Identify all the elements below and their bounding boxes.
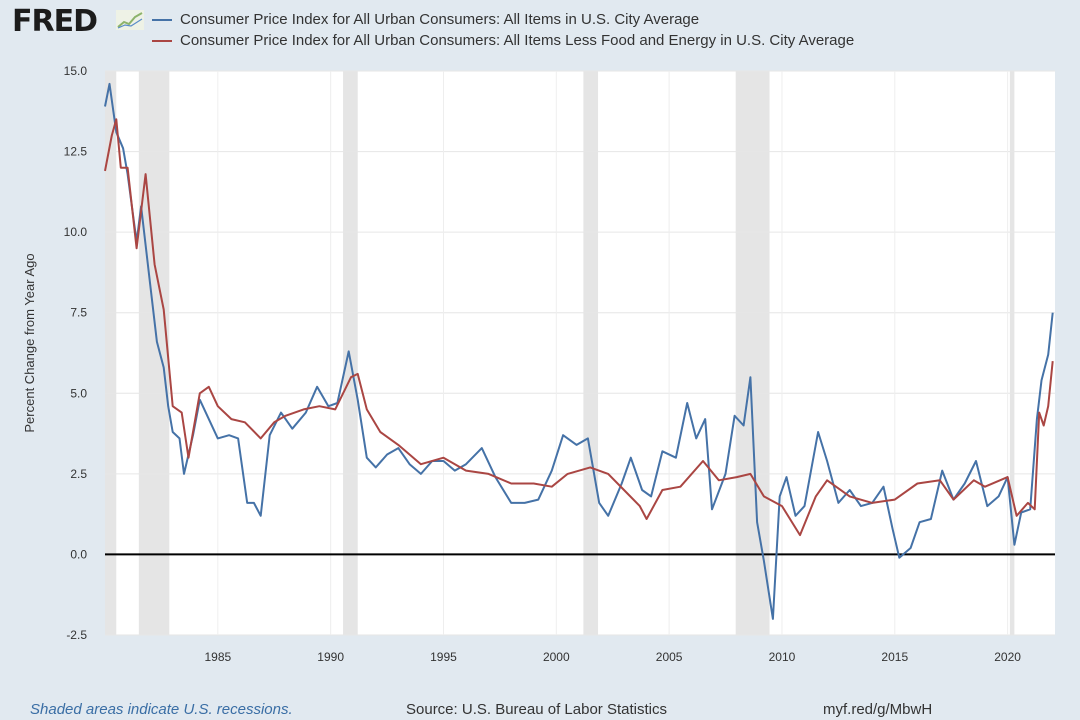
y-tick-label: 0.0 <box>70 547 87 561</box>
legend-item-core-cpi: Consumer Price Index for All Urban Consu… <box>152 32 854 49</box>
plot-area <box>105 71 1055 635</box>
fred-logo-chart-icon <box>116 10 144 30</box>
recession-band <box>343 71 358 635</box>
y-tick-label: 15.0 <box>64 64 88 78</box>
legend-swatch-red <box>152 39 172 42</box>
x-tick-label: 2000 <box>543 650 570 664</box>
chart: -2.5 0.0 2.5 5.0 7.5 10.0 12.5 15.0 1985 1990 1995… <box>22 64 1055 664</box>
x-tick-label: 2005 <box>656 650 683 664</box>
legend-label: Consumer Price Index for All Urban Consu… <box>180 32 855 49</box>
recession-note: Shaded areas indicate U.S. recessions. <box>30 701 293 718</box>
y-tick-label: 5.0 <box>70 386 87 400</box>
recession-band <box>735 71 770 635</box>
fred-logo: FRED <box>12 4 98 39</box>
x-tick-label: 2010 <box>769 650 796 664</box>
recession-band <box>138 71 170 635</box>
recession-band <box>1009 71 1015 635</box>
x-tick-label: 1995 <box>430 650 457 664</box>
source-text: Source: U.S. Bureau of Labor Statistics <box>406 701 667 718</box>
x-tick-label: 1985 <box>204 650 231 664</box>
y-tick-label: 10.0 <box>64 225 88 239</box>
short-link[interactable]: myf.red/g/MbwH <box>823 701 933 718</box>
legend-item-cpi: Consumer Price Index for All Urban Consu… <box>152 11 699 28</box>
y-tick-label: 12.5 <box>64 145 88 159</box>
y-tick-label: 2.5 <box>70 467 87 481</box>
y-axis-label: Percent Change from Year Ago <box>22 253 37 432</box>
legend-swatch-blue <box>152 18 172 21</box>
legend-label: Consumer Price Index for All Urban Consu… <box>180 11 700 28</box>
x-tick-label: 2015 <box>881 650 908 664</box>
recession-band <box>583 71 599 635</box>
y-tick-label: 7.5 <box>70 306 87 320</box>
series-line-0 <box>104 82 1054 620</box>
y-tick-label: -2.5 <box>66 628 87 642</box>
x-tick-label: 2020 <box>994 650 1021 664</box>
recession-band <box>105 71 117 635</box>
series-line-1 <box>104 118 1054 537</box>
x-tick-label: 1990 <box>317 650 344 664</box>
